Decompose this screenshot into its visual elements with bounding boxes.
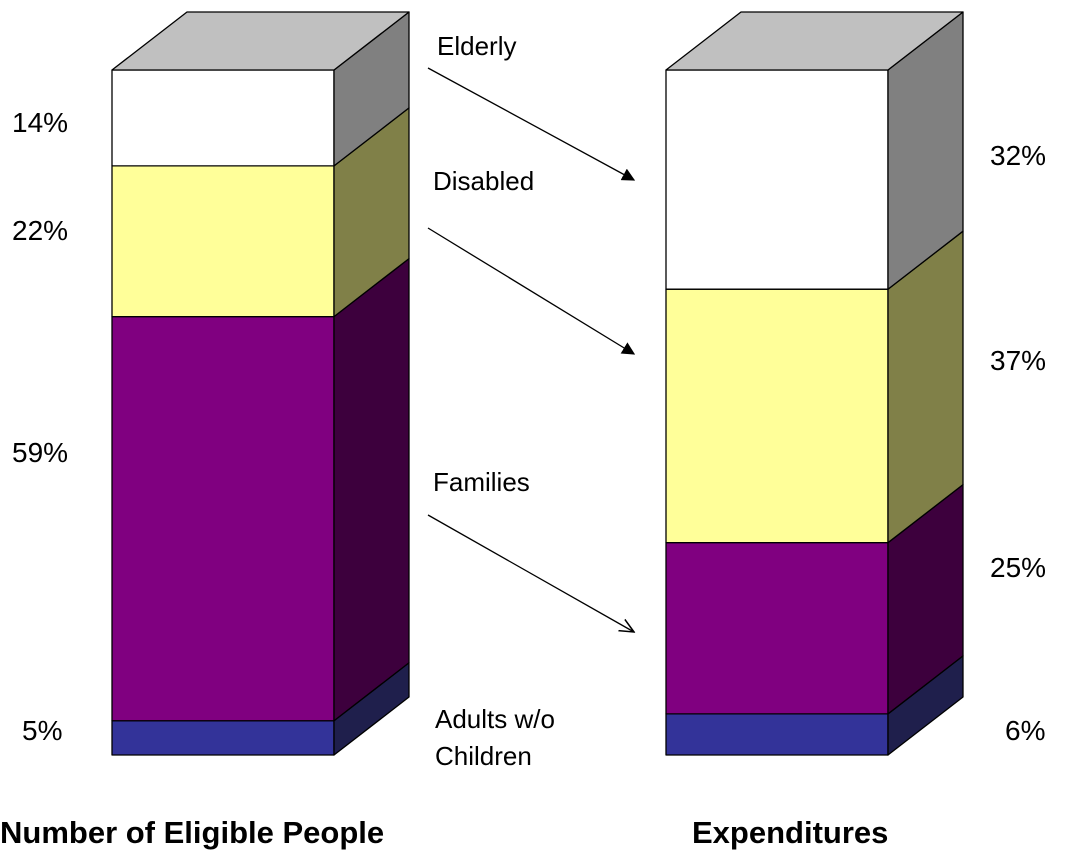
arrow-families xyxy=(427,514,634,632)
label-left-families: 59% xyxy=(12,437,68,468)
bar-right-disabled-front xyxy=(665,288,889,544)
bar-right-adults-front xyxy=(665,713,889,756)
arrow-disabled xyxy=(427,227,636,355)
label-right-families: 25% xyxy=(990,552,1046,583)
label-right-elderly: 32% xyxy=(990,140,1046,171)
bar-left-top xyxy=(111,11,410,71)
legend-label-adults-line2: Children xyxy=(435,741,532,771)
bar-left-disabled-front xyxy=(111,165,335,318)
caption-right: Expenditures xyxy=(692,815,888,850)
label-right-disabled: 37% xyxy=(990,345,1046,376)
label-left-elderly: 14% xyxy=(12,107,68,138)
bar-right-families-front xyxy=(665,542,889,715)
bar-left-families-side xyxy=(333,257,410,722)
arrow-elderly xyxy=(427,67,636,181)
bar-left-elderly-front xyxy=(111,69,335,167)
label-right-adults: 6% xyxy=(1005,715,1045,746)
bar-left-adults-front xyxy=(111,720,335,756)
label-left-adults: 5% xyxy=(22,715,62,746)
bar-right-elderly-front xyxy=(665,69,889,290)
label-left-disabled: 22% xyxy=(12,215,68,246)
bar-right-top xyxy=(665,11,964,71)
legend-label-adults-line1: Adults w/o xyxy=(435,704,555,734)
legend-label-disabled: Disabled xyxy=(433,166,534,196)
bar-left-families-front xyxy=(111,315,335,722)
caption-left: Number of Eligible People xyxy=(0,815,384,850)
legend-label-elderly: Elderly xyxy=(437,31,516,61)
legend-label-families: Families xyxy=(433,467,530,497)
